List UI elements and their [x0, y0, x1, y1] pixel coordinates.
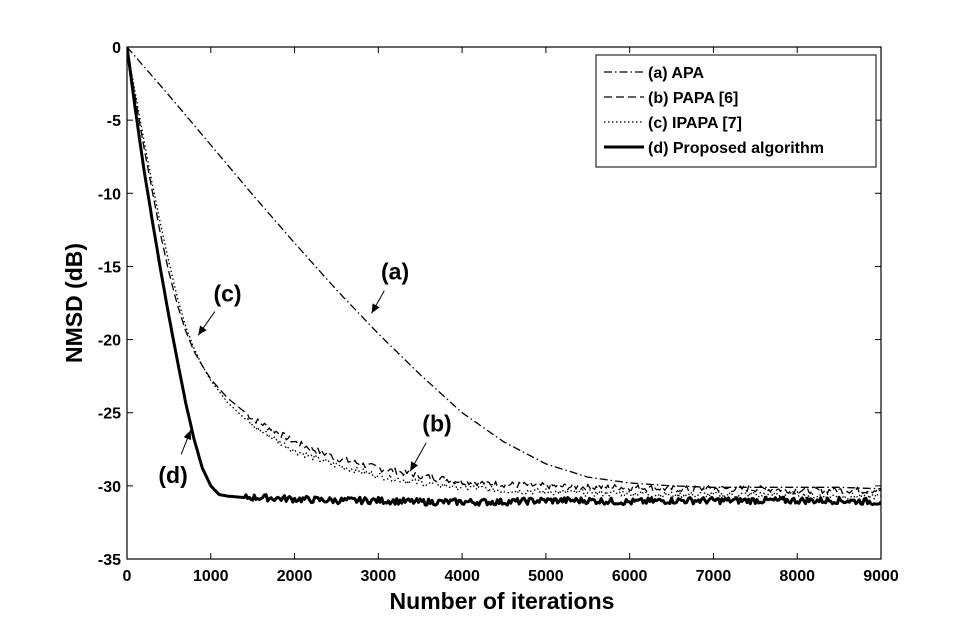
- legend: (a) APA (b) PAPA [6] (c) IPAPA [7] (d) Prop…: [595, 54, 877, 168]
- y-tick-label: -5: [107, 113, 121, 130]
- annotation-label: (b): [422, 411, 451, 437]
- x-tick-label: 9000: [863, 568, 899, 585]
- x-tick-label: 3000: [361, 568, 397, 585]
- series-line-2: [127, 47, 881, 495]
- series-line-3: [127, 47, 881, 500]
- x-tick-label: 2000: [277, 568, 313, 585]
- plot-frame: [126, 46, 882, 560]
- x-tick-label: 0: [123, 568, 132, 585]
- y-axis-label: NMSD (dB): [61, 243, 87, 363]
- annotation-arrow-head: [183, 430, 192, 441]
- series-line-1: [127, 47, 881, 490]
- annotation-arrow-head: [410, 461, 419, 472]
- annotation-arrow-head: [371, 303, 380, 314]
- y-tick-label: -30: [98, 479, 121, 496]
- ticks-layer: 0 1000 2000 3000 4000 5000 6000 7000 8000 9000 0 -5…: [98, 40, 899, 585]
- x-tick-label: 4000: [444, 568, 480, 585]
- legend-entry-label: (d) Proposed algorithm: [648, 140, 824, 157]
- legend-entry-label: (c) IPAPA [7]: [648, 115, 742, 132]
- x-tick-label: 1000: [193, 568, 229, 585]
- annotation-arrow-head: [198, 325, 207, 336]
- x-tick-label: 6000: [612, 568, 648, 585]
- x-tick-label: 5000: [528, 568, 564, 585]
- y-tick-label: -15: [98, 259, 121, 276]
- annotation-label: (a): [381, 259, 409, 285]
- x-tick-label: 8000: [779, 568, 815, 585]
- series-layer: [127, 47, 881, 507]
- legend-entry-label: (a) APA: [648, 65, 704, 82]
- y-tick-label: -20: [98, 333, 121, 350]
- y-tick-label: 0: [112, 40, 121, 57]
- y-tick-label: -10: [98, 186, 121, 203]
- annotation-label: (c): [213, 281, 241, 307]
- annotation-label: (d): [158, 462, 187, 488]
- x-tick-label: 7000: [696, 568, 732, 585]
- series-line-4: [127, 47, 881, 507]
- y-tick-label: -25: [98, 406, 121, 423]
- annotations-layer: (a) (b) (c) (d): [158, 259, 451, 488]
- x-axis-label: Number of iterations: [390, 588, 615, 614]
- legend-entry-label: (b) PAPA [6]: [648, 90, 738, 107]
- y-tick-label: -35: [98, 552, 121, 569]
